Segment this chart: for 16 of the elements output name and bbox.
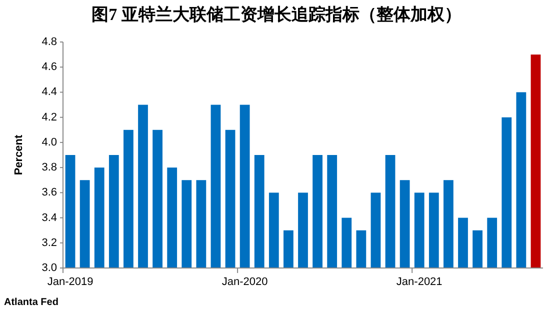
x-tick-label: Jan-2021 <box>396 276 442 288</box>
y-tick-label: 4.2 <box>42 111 57 124</box>
text: Atlanta Fed <box>4 297 58 308</box>
y-tick-label: 4.6 <box>42 61 57 74</box>
chart-title: 图7 亚特兰大联储工资增长追踪指标（整体加权） <box>92 5 462 24</box>
y-tick-label: 3.4 <box>42 212 57 224</box>
y-tick-label: 3.6 <box>42 186 57 199</box>
y-tick-label: 4.4 <box>42 86 57 98</box>
y-tick-label: 4.8 <box>42 36 57 48</box>
y-tick-label: 3.2 <box>42 236 57 249</box>
x-tick-label: Jan-2019 <box>47 276 94 288</box>
y-tick-label: 4.0 <box>42 136 57 148</box>
y-tick-label: 3.8 <box>42 162 57 174</box>
y-axis-title: Percent <box>13 134 25 176</box>
x-tick-label: Jan-2020 <box>222 276 268 288</box>
y-tick-label: 3.0 <box>42 262 57 274</box>
